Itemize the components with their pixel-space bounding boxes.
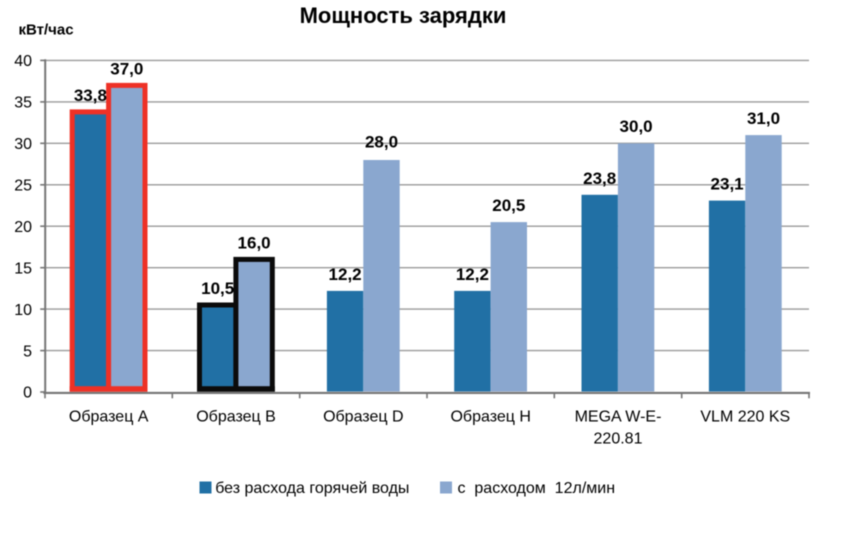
svg-text:12,2: 12,2 (456, 265, 489, 284)
svg-text:кВт/час: кВт/час (19, 22, 74, 39)
svg-text:0: 0 (23, 385, 32, 402)
svg-text:23,8: 23,8 (583, 169, 616, 188)
svg-text:Образец D: Образец D (323, 408, 403, 425)
svg-text:с расходом 12л/мин: с расходом 12л/мин (458, 480, 616, 497)
svg-text:10,5: 10,5 (201, 279, 234, 298)
svg-text:15: 15 (14, 260, 32, 277)
svg-text:Мощность зарядки: Мощность зарядки (300, 3, 507, 28)
svg-text:30: 30 (14, 136, 32, 153)
svg-text:Образец A: Образец A (69, 408, 149, 425)
svg-text:40: 40 (14, 53, 32, 70)
svg-text:20,5: 20,5 (492, 196, 525, 215)
svg-text:30,0: 30,0 (620, 117, 653, 136)
svg-text:5: 5 (23, 343, 32, 360)
svg-text:12,2: 12,2 (329, 265, 362, 284)
svg-text:Образец H: Образец H (450, 408, 530, 425)
svg-text:28,0: 28,0 (365, 133, 398, 152)
svg-text:16,0: 16,0 (238, 233, 271, 252)
svg-text:35: 35 (14, 95, 32, 112)
svg-text:без расхода горячей воды: без расхода горячей воды (215, 480, 409, 497)
svg-text:33,8: 33,8 (74, 86, 107, 105)
svg-text:220.81: 220.81 (594, 430, 643, 447)
svg-text:10: 10 (14, 302, 32, 319)
svg-text:VLM 220 KS: VLM 220 KS (700, 408, 790, 425)
svg-text:31,0: 31,0 (747, 109, 780, 128)
svg-text:Образец B: Образец B (196, 408, 276, 425)
svg-text:25: 25 (14, 178, 32, 195)
svg-text:MEGA W-E-: MEGA W-E- (575, 408, 662, 425)
svg-text:23,1: 23,1 (711, 175, 744, 194)
svg-text:20: 20 (14, 219, 32, 236)
svg-text:37,0: 37,0 (110, 59, 143, 78)
